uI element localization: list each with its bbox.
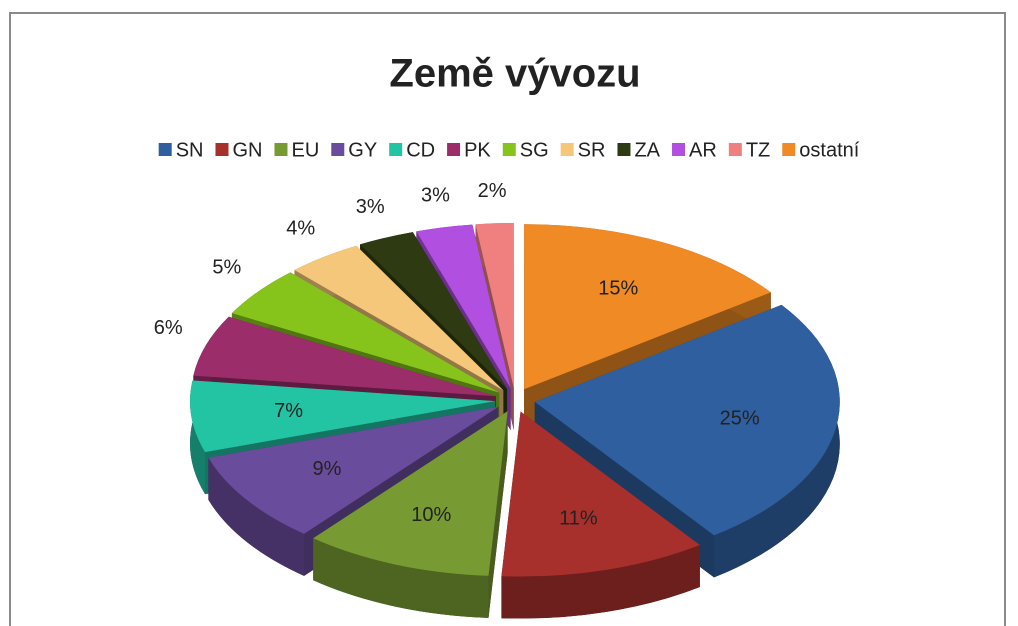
slice	[193, 316, 496, 397]
legend-swatch	[728, 143, 742, 156]
legend-swatch	[560, 143, 574, 156]
slice	[475, 223, 514, 389]
data-label: 10%	[411, 504, 451, 526]
data-label: 2%	[478, 180, 507, 202]
legend-label: SN	[176, 139, 204, 161]
legend-label: SG	[520, 139, 549, 161]
data-label: 15%	[598, 278, 638, 300]
slice	[501, 411, 700, 577]
slice	[190, 380, 496, 453]
legend-label: EU	[291, 139, 319, 161]
legend-label: TZ	[746, 139, 770, 161]
data-label: 5%	[212, 257, 241, 279]
data-label: 9%	[312, 458, 341, 480]
legend-swatch	[331, 143, 345, 156]
data-label: 11%	[559, 508, 598, 530]
legend-swatch	[215, 143, 229, 156]
legend-swatch	[158, 143, 172, 156]
slice	[294, 245, 504, 391]
data-label: 3%	[356, 196, 385, 218]
chart-title: Země vývozu	[389, 52, 640, 96]
slice-side	[501, 545, 700, 619]
legend-label: GY	[348, 139, 377, 161]
legend-label: SR	[578, 139, 606, 161]
slice	[360, 232, 508, 389]
data-label: 3%	[421, 185, 450, 207]
legend-swatch	[389, 143, 403, 156]
legend-swatch	[672, 143, 686, 156]
legend-label: PK	[464, 139, 491, 161]
data-label: 7%	[274, 400, 303, 422]
legend-label: ostatní	[799, 139, 859, 161]
legend-swatch	[502, 143, 516, 156]
data-label: 4%	[286, 218, 315, 240]
slice-side	[313, 538, 489, 618]
legend-label: GN	[232, 139, 262, 161]
legend-swatch	[782, 143, 796, 156]
slice-side	[714, 304, 840, 578]
legend-label: CD	[406, 139, 435, 161]
slice-wall	[488, 411, 508, 618]
slice	[208, 406, 499, 534]
legend-swatch	[617, 143, 631, 156]
legend-label: ZA	[634, 139, 660, 161]
legend-swatch	[274, 143, 288, 156]
data-label: 6%	[154, 317, 183, 339]
slice	[534, 304, 840, 536]
legend-swatch	[447, 143, 461, 156]
slice	[524, 224, 771, 390]
legend: SN GN EU GY CD PK SG SR ZA AR TZ ostatní	[158, 139, 860, 161]
legend-label: AR	[689, 139, 717, 161]
slice	[313, 411, 508, 576]
slice-side	[208, 457, 305, 576]
slice	[231, 272, 500, 393]
slice	[416, 224, 511, 389]
data-label: 25%	[720, 408, 760, 430]
slice-side	[190, 380, 206, 495]
